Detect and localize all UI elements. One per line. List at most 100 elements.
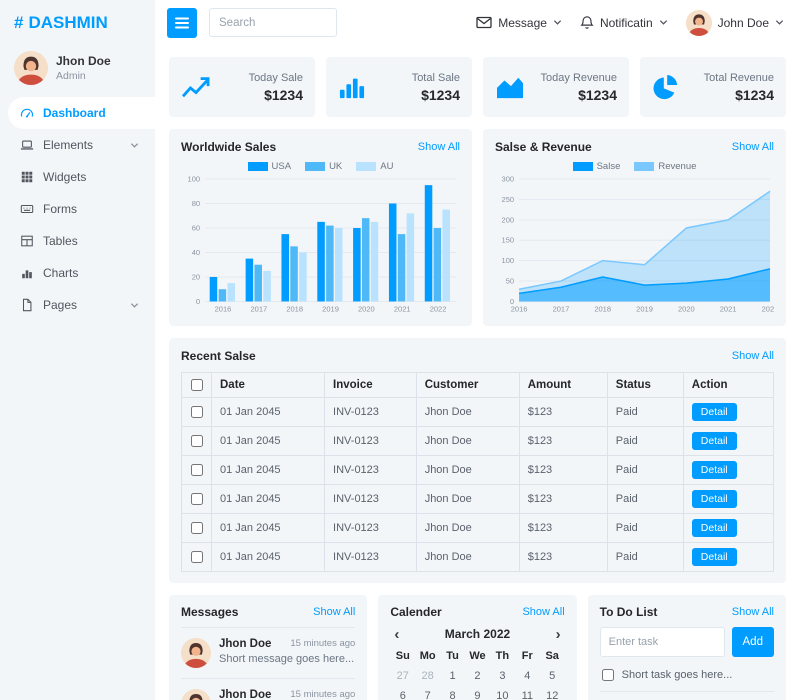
detail-button[interactable]: Detail [691, 547, 737, 566]
row-checkbox[interactable] [190, 434, 203, 447]
calendar-date[interactable]: 27 [396, 669, 409, 682]
sidebar-item-label: Dashboard [43, 106, 106, 120]
row-checkbox[interactable] [190, 463, 203, 476]
amount-cell: $123 [518, 425, 608, 456]
todo-input[interactable] [599, 626, 725, 657]
stat-value: $1234 [421, 86, 460, 103]
todo-checkbox[interactable] [601, 668, 614, 681]
chevron-down-icon [130, 141, 139, 150]
column-header-date: Date [210, 371, 326, 398]
add-task-button[interactable]: Add [731, 626, 774, 657]
brand-logo[interactable]: # DASHMIN [0, 0, 155, 45]
message-time: 15 minutes ago [290, 638, 356, 650]
svg-text:100: 100 [502, 256, 515, 265]
show-all-link[interactable]: Show All [731, 605, 774, 618]
legend-uk: UK [305, 161, 342, 172]
notification-label: Notificatin [599, 15, 653, 30]
card-title: Worldwide Sales [181, 140, 277, 154]
show-all-link[interactable]: Show All [313, 605, 356, 618]
select-all-checkbox[interactable] [190, 378, 203, 391]
calendar-dayname: Fr [521, 649, 533, 662]
calendar-date[interactable]: 7 [424, 689, 431, 700]
detail-button[interactable]: Detail [691, 431, 737, 450]
show-all-link[interactable]: Show All [731, 349, 774, 362]
column-header-customer: Customer [415, 371, 520, 398]
legend-swatch [356, 161, 377, 171]
stat-card-today-revenue: Today Revenue $1234 [483, 57, 629, 117]
sidebar-item-dashboard[interactable]: Dashboard [8, 97, 155, 129]
calendar-next-button[interactable]: › [555, 625, 561, 643]
calendar-date[interactable]: 5 [549, 669, 556, 682]
message-dropdown[interactable]: Message [476, 16, 562, 30]
detail-button[interactable]: Detail [691, 489, 737, 508]
sidebar-item-pages[interactable]: Pages [8, 289, 155, 321]
user-dropdown[interactable]: John Doe [685, 9, 784, 36]
sidebar-item-forms[interactable]: Forms [8, 193, 155, 225]
sidebar-item-tables[interactable]: Tables [8, 225, 155, 257]
status-cell: Paid [606, 483, 684, 514]
calendar-date[interactable]: 1 [449, 669, 456, 682]
select-all-header [181, 371, 212, 398]
date-cell: 01 Jan 2045 [210, 483, 326, 514]
amount-cell: $123 [518, 512, 608, 543]
legend-swatch [572, 161, 593, 171]
calendar-date[interactable]: 10 [496, 689, 509, 700]
row-checkbox[interactable] [190, 492, 203, 505]
invoice-cell: INV-0123 [324, 483, 417, 514]
sidebar-nav: Dashboard Elements Widgets Forms Tables Chart… [0, 97, 155, 321]
table-icon [20, 234, 34, 248]
card-title: Calender [390, 604, 442, 619]
calendar-date[interactable]: 11 [521, 689, 533, 700]
chevron-down-icon [775, 18, 784, 27]
message-sender: Jhon Doe [219, 637, 272, 650]
search-input[interactable] [209, 8, 337, 37]
stat-card-total-revenue: Total Revenue $1234 [640, 57, 786, 117]
message-sender: Jhon Doe [219, 688, 272, 700]
calendar-dayname: Su [395, 649, 410, 662]
detail-button[interactable]: Detail [691, 402, 737, 421]
calendar-date[interactable]: 28 [421, 669, 434, 682]
invoice-cell: INV-0123 [324, 425, 417, 456]
svg-text:80: 80 [192, 199, 200, 208]
calendar-date[interactable]: 9 [474, 689, 481, 700]
calendar-prev-button[interactable]: ‹ [394, 625, 400, 643]
sidebar-item-widgets[interactable]: Widgets [8, 161, 155, 193]
notification-dropdown[interactable]: Notificatin [580, 15, 668, 30]
calendar-date[interactable]: 2 [474, 669, 481, 682]
amount-cell: $123 [518, 483, 608, 514]
calendar-date[interactable]: 12 [546, 689, 559, 700]
checkbox-cell [181, 512, 212, 543]
table-row: 01 Jan 2045 INV-0123 Jhon Doe $123 Paid Detai… [181, 396, 775, 427]
recent-sales-table: Date Invoice Customer Amount Status Action 01… [181, 371, 775, 572]
calendar-date[interactable]: 3 [499, 669, 506, 682]
detail-button[interactable]: Detail [691, 518, 737, 537]
bottom-row: Messages Show All Jhon Doe 15 minutes ago… [169, 594, 786, 700]
todo-input-row: Add [599, 626, 774, 657]
show-all-link[interactable]: Show All [417, 141, 460, 153]
date-cell: 01 Jan 2045 [210, 425, 326, 456]
show-all-link[interactable]: Show All [731, 141, 774, 153]
svg-text:2017: 2017 [250, 304, 267, 313]
card-title: Salse & Revenue [495, 140, 592, 154]
checkbox-cell [181, 483, 212, 514]
sidebar-user: Jhon Doe Admin [0, 45, 155, 97]
row-checkbox[interactable] [190, 405, 203, 418]
legend-au: AU [356, 161, 393, 172]
row-checkbox[interactable] [190, 550, 203, 563]
calendar-date[interactable]: 4 [524, 669, 531, 682]
sidebar-item-charts[interactable]: Charts [8, 257, 155, 289]
chart-bar-icon [20, 266, 34, 280]
show-all-link[interactable]: Show All [522, 605, 565, 618]
row-checkbox[interactable] [190, 521, 203, 534]
sidebar-item-elements[interactable]: Elements [8, 129, 155, 161]
sidebar-toggle-button[interactable] [167, 7, 197, 38]
brand-hash: # [14, 12, 24, 32]
calendar-date[interactable]: 8 [449, 689, 456, 700]
sidebar-item-label: Tables [43, 234, 78, 248]
worldwide-sales-chart: 0 20 40 60 80 100 2016 2017 2018 2019 2020 2021 2022 [188, 175, 456, 313]
calendar-date[interactable]: 6 [399, 689, 406, 700]
detail-button[interactable]: Detail [691, 460, 737, 479]
chart-legend: Salse Revenue [495, 161, 774, 172]
